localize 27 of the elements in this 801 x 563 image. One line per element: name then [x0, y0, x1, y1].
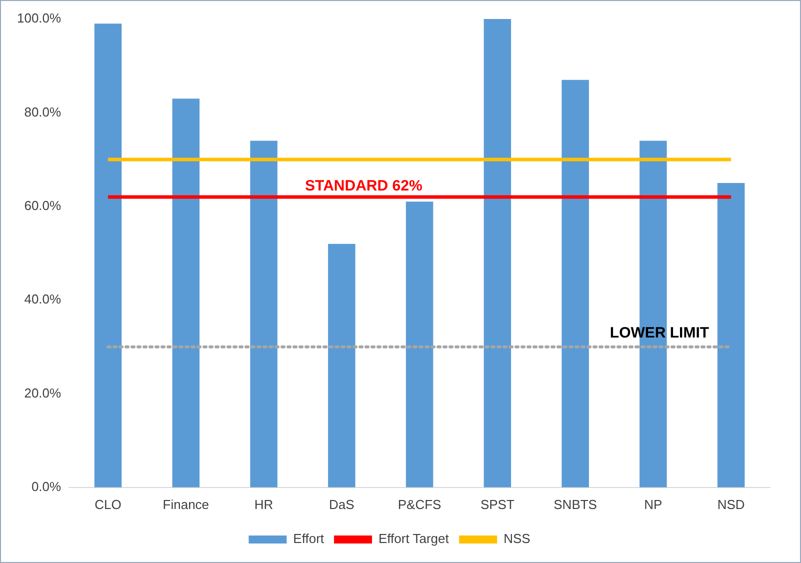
x-tick-label: P&CFS: [398, 496, 442, 512]
legend-label: Effort Target: [378, 531, 450, 546]
bar: [562, 80, 589, 488]
bar: [172, 98, 200, 488]
x-tick-label: NP: [644, 496, 662, 512]
bar: [94, 24, 122, 488]
y-tick-label: 0.0%: [31, 478, 62, 494]
x-tick-label: NSD: [717, 496, 745, 512]
y-tick-label: 40.0%: [24, 292, 62, 307]
x-tick-label: SNBTS: [554, 496, 598, 512]
x-tick-label: Finance: [162, 496, 210, 512]
x-tick-label: DaS: [329, 496, 355, 512]
bar: [328, 244, 356, 488]
y-tick-label: 100.0%: [16, 10, 62, 26]
bar: [484, 19, 512, 488]
y-tick-label: 20.0%: [24, 385, 62, 400]
x-tick-label: SPST: [480, 496, 514, 512]
legend-label: Effort: [293, 531, 324, 546]
bar: [717, 182, 745, 488]
y-tick-label: 80.0%: [24, 104, 62, 120]
bar: [250, 140, 278, 488]
legend-label: NSS: [504, 531, 531, 546]
x-tick-label: CLO: [94, 496, 122, 512]
annotation: STANDARD 62%: [305, 178, 422, 195]
bar: [406, 202, 434, 488]
y-tick-label: 60.0%: [24, 198, 62, 213]
x-tick-label: HR: [254, 496, 274, 512]
